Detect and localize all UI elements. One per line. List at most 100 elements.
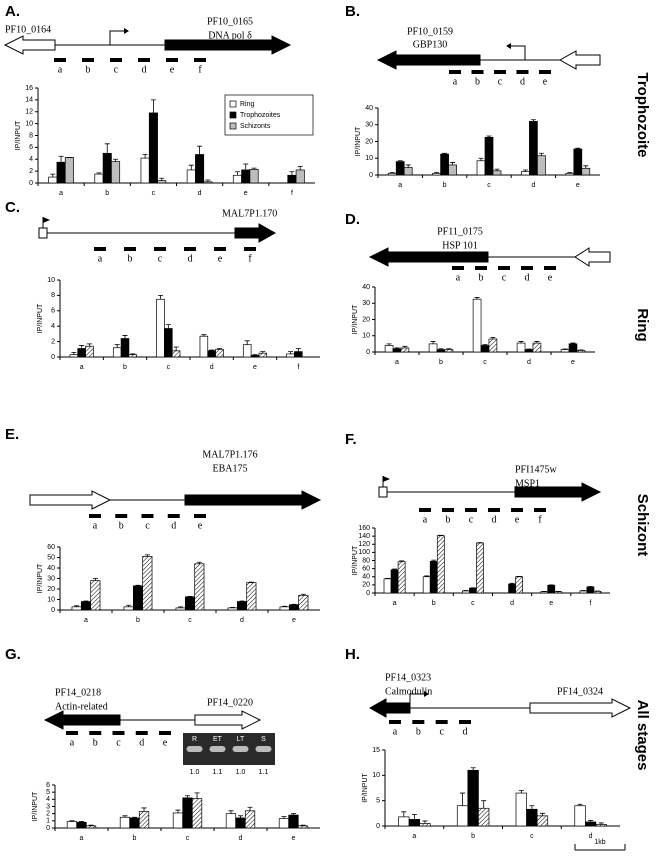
amplicon	[488, 508, 500, 512]
bar	[298, 594, 309, 611]
amplicon-label: f	[538, 514, 542, 525]
promoter	[109, 30, 124, 45]
error-bar	[113, 158, 119, 162]
lane-label: S	[261, 736, 266, 743]
error-bar	[122, 335, 128, 339]
bar	[400, 347, 410, 353]
bar	[526, 808, 538, 827]
x-tick-label: d	[198, 190, 202, 197]
x-tick-label: d	[589, 833, 593, 840]
error-bar	[243, 163, 249, 170]
panel-label: C.	[5, 199, 20, 216]
gene-arrow	[514, 482, 602, 502]
bar	[244, 810, 256, 829]
error-bar	[494, 168, 500, 171]
bar	[123, 606, 134, 611]
x-tick-label: c	[167, 364, 171, 371]
amplicon-label: c	[158, 253, 163, 264]
gel-band	[209, 746, 226, 752]
error-bar	[234, 171, 240, 176]
bar	[249, 168, 259, 184]
amplicon-label: a	[58, 64, 63, 75]
error-bar	[538, 152, 544, 156]
gene-label: HSP 101	[442, 240, 477, 251]
y-tick-label: 0	[369, 172, 373, 179]
bar	[508, 583, 516, 594]
error-bar	[159, 177, 165, 181]
x-tick-label: d	[527, 359, 531, 366]
error-bar	[141, 807, 147, 812]
bar	[148, 112, 158, 184]
x-tick-label: e	[253, 364, 257, 371]
bar	[469, 587, 477, 594]
bar	[225, 813, 237, 829]
x-tick-label: d	[531, 182, 535, 189]
error-bar	[577, 803, 583, 806]
x-tick-label: b	[123, 364, 127, 371]
amplicon-label: a	[98, 253, 103, 264]
bar	[408, 819, 421, 827]
amplicon-label: e	[163, 737, 168, 748]
bar	[119, 816, 131, 829]
x-tick-label: e	[571, 359, 575, 366]
legend-label: Trophozoites	[240, 112, 281, 119]
error-bar	[83, 600, 89, 602]
error-bar	[114, 344, 120, 348]
bar	[258, 352, 268, 358]
error-bar	[392, 568, 398, 570]
y-tick-label: 6	[29, 144, 33, 151]
bar	[395, 161, 405, 176]
error-bar	[583, 165, 589, 169]
x-tick-label: b	[105, 190, 109, 197]
bar	[232, 174, 242, 184]
bar	[397, 561, 406, 594]
error-bar	[405, 164, 411, 168]
amplicon-label: b	[93, 737, 98, 748]
y-tick-label: 60	[47, 544, 55, 551]
amplicon	[141, 514, 154, 518]
y-tick-label: 40	[365, 105, 373, 112]
gel-band	[186, 746, 203, 752]
amplicon	[534, 508, 546, 512]
amplicon	[167, 514, 180, 518]
error-bar	[79, 345, 85, 349]
panel-label: G.	[5, 646, 21, 663]
amplicon	[389, 720, 401, 724]
y-tick-label: 0	[366, 590, 370, 597]
error-bar	[460, 792, 466, 806]
error-bar	[144, 554, 150, 557]
y-tick-label: 12	[25, 109, 33, 116]
bar	[236, 601, 248, 611]
bar	[422, 576, 431, 594]
bar	[207, 350, 216, 358]
ratio-label: 1.0	[236, 769, 246, 776]
gene-label: PFI1475w	[515, 464, 557, 475]
amplicon	[54, 58, 66, 62]
amplicon-label: d	[525, 272, 530, 283]
error-bar	[282, 605, 288, 607]
error-bar	[289, 171, 295, 176]
y-tick-label: 5	[376, 798, 380, 805]
bar	[157, 180, 167, 184]
amplicon-label: e	[548, 272, 553, 283]
gene-arrow	[368, 247, 489, 267]
bar	[456, 805, 469, 827]
bar	[467, 769, 479, 827]
bar	[80, 601, 92, 611]
y-tick-label: 6	[46, 782, 50, 789]
x-tick-label: a	[398, 182, 402, 189]
amplicon	[214, 247, 226, 251]
amplicon	[135, 731, 148, 735]
legend-label: Ring	[240, 101, 255, 108]
gene-arrow	[234, 223, 277, 243]
amplicon-label: b	[446, 514, 451, 525]
x-tick-label: c	[152, 190, 156, 197]
scale-label: 1kb	[594, 839, 605, 846]
y-axis-label: IP/INPUT	[37, 303, 44, 333]
error-bar	[130, 353, 136, 355]
error-bar	[450, 162, 456, 165]
bar	[547, 584, 556, 594]
gene-label: MAL7P1.170	[222, 208, 277, 219]
error-bar	[122, 815, 128, 818]
bar	[492, 170, 502, 176]
